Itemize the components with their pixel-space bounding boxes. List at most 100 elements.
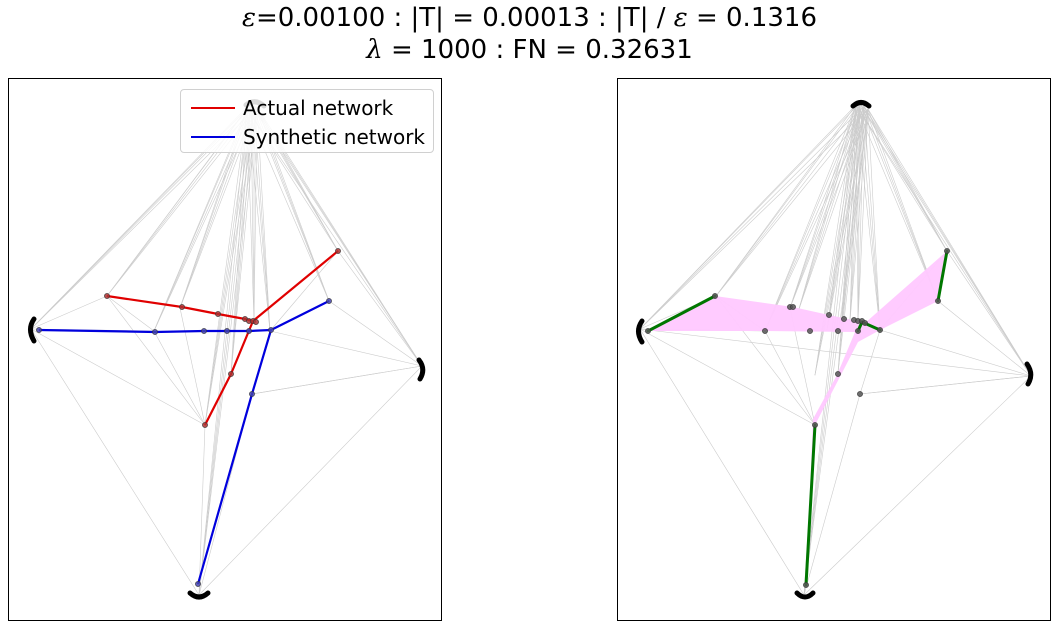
network-node bbox=[935, 298, 941, 304]
background-edge bbox=[867, 108, 881, 331]
synthetic-network-node bbox=[36, 327, 42, 333]
left-network-panel: Actual network Synthetic network bbox=[8, 78, 442, 621]
terminal-arc-right bbox=[1024, 361, 1034, 387]
network-node bbox=[835, 371, 841, 377]
background-edge bbox=[764, 330, 816, 426]
background-edge bbox=[798, 105, 865, 310]
network-node bbox=[862, 320, 868, 326]
terminal-arc-left bbox=[28, 316, 37, 344]
matched-segment bbox=[804, 423, 817, 587]
background-edge bbox=[849, 108, 869, 322]
synthetic-network-node bbox=[152, 329, 158, 335]
network-node bbox=[944, 248, 950, 254]
terminal-arc-bottom bbox=[187, 590, 211, 600]
background-edge bbox=[803, 393, 861, 596]
background-edge bbox=[798, 104, 857, 310]
actual-network-node bbox=[228, 371, 234, 377]
background-edge bbox=[204, 108, 248, 426]
legend: Actual network Synthetic network bbox=[180, 89, 434, 153]
background-edge bbox=[715, 105, 865, 297]
epsilon-symbol-2: ε bbox=[673, 3, 688, 33]
background-edge bbox=[826, 108, 869, 331]
legend-item-actual: Actual network bbox=[181, 95, 435, 121]
terminal-arc-top bbox=[850, 100, 872, 109]
background-edge bbox=[855, 104, 1032, 377]
background-edge bbox=[803, 105, 865, 596]
background-edge bbox=[803, 375, 1032, 596]
actual-network-node bbox=[179, 304, 185, 310]
background-edge bbox=[715, 108, 869, 297]
background-edge bbox=[30, 328, 206, 426]
background-edge bbox=[106, 295, 206, 426]
right-network-plot bbox=[636, 100, 1034, 600]
network-node bbox=[762, 328, 768, 334]
network-node bbox=[790, 304, 796, 310]
background-edge bbox=[198, 104, 255, 596]
terminal-arc-right bbox=[416, 357, 426, 382]
background-edge bbox=[764, 105, 865, 332]
synthetic-network-branch bbox=[270, 300, 330, 331]
network-node bbox=[841, 316, 847, 322]
background-edge bbox=[798, 102, 861, 310]
background-edge bbox=[639, 108, 869, 330]
background-edge bbox=[198, 106, 258, 596]
legend-swatch-actual bbox=[191, 107, 235, 109]
network-node bbox=[877, 327, 883, 333]
background-edge bbox=[859, 329, 881, 395]
background-edge bbox=[204, 104, 255, 426]
background-edge bbox=[803, 108, 869, 596]
background-edge bbox=[639, 328, 1032, 377]
background-edge bbox=[328, 300, 423, 367]
background-edge bbox=[789, 108, 869, 309]
network-node bbox=[857, 391, 863, 397]
background-edge bbox=[198, 108, 248, 596]
background-edge bbox=[879, 329, 1032, 377]
actual-network-node bbox=[253, 319, 259, 325]
ratio-value: = 0.1316 bbox=[687, 3, 817, 33]
figure-title-line-1: ε=0.00100 : |T| = 0.00013 : |T| / ε = 0.… bbox=[0, 3, 1059, 33]
actual-network-branch bbox=[252, 250, 339, 322]
network-node bbox=[826, 312, 832, 318]
background-edge bbox=[764, 108, 869, 332]
actual-network-node bbox=[104, 293, 110, 299]
background-edge bbox=[204, 102, 252, 426]
synthetic-network-node bbox=[224, 328, 230, 334]
background-edge bbox=[269, 330, 423, 367]
terminal-arc-left bbox=[636, 318, 645, 345]
background-edge bbox=[764, 102, 861, 332]
background-edge bbox=[789, 105, 865, 309]
background-edge bbox=[826, 104, 857, 331]
background-edge bbox=[639, 328, 805, 596]
epsilon-value: =0.00100 : |T| = 0.00013 : |T| / bbox=[255, 3, 674, 33]
network-node bbox=[855, 328, 861, 334]
background-edge bbox=[826, 105, 865, 331]
background-edge bbox=[867, 108, 939, 302]
synthetic-network-node bbox=[246, 328, 252, 334]
actual-network-node bbox=[335, 248, 341, 254]
background-edge bbox=[867, 108, 948, 252]
background-edge bbox=[230, 108, 248, 375]
background-edge bbox=[764, 104, 857, 332]
lambda-symbol: λ bbox=[366, 35, 383, 65]
network-node bbox=[645, 328, 651, 334]
network-node bbox=[807, 328, 813, 334]
background-edge bbox=[198, 424, 206, 596]
network-node bbox=[835, 328, 841, 334]
matched-segment bbox=[936, 249, 949, 303]
background-edge bbox=[106, 295, 155, 332]
legend-item-synthetic: Synthetic network bbox=[181, 124, 435, 150]
background-edge bbox=[857, 108, 869, 322]
matched-segment bbox=[646, 294, 717, 333]
background-edge bbox=[30, 295, 108, 330]
epsilon-symbol: ε bbox=[241, 3, 256, 33]
background-edge bbox=[863, 105, 948, 252]
background-edge bbox=[840, 108, 869, 331]
background-edge bbox=[639, 328, 816, 426]
background-edge bbox=[715, 102, 861, 297]
background-edge bbox=[859, 102, 939, 302]
background-edge bbox=[204, 106, 258, 426]
legend-label-actual: Actual network bbox=[243, 96, 394, 120]
background-edge bbox=[826, 102, 861, 331]
background-edge bbox=[863, 105, 939, 302]
background-edge bbox=[859, 102, 881, 331]
